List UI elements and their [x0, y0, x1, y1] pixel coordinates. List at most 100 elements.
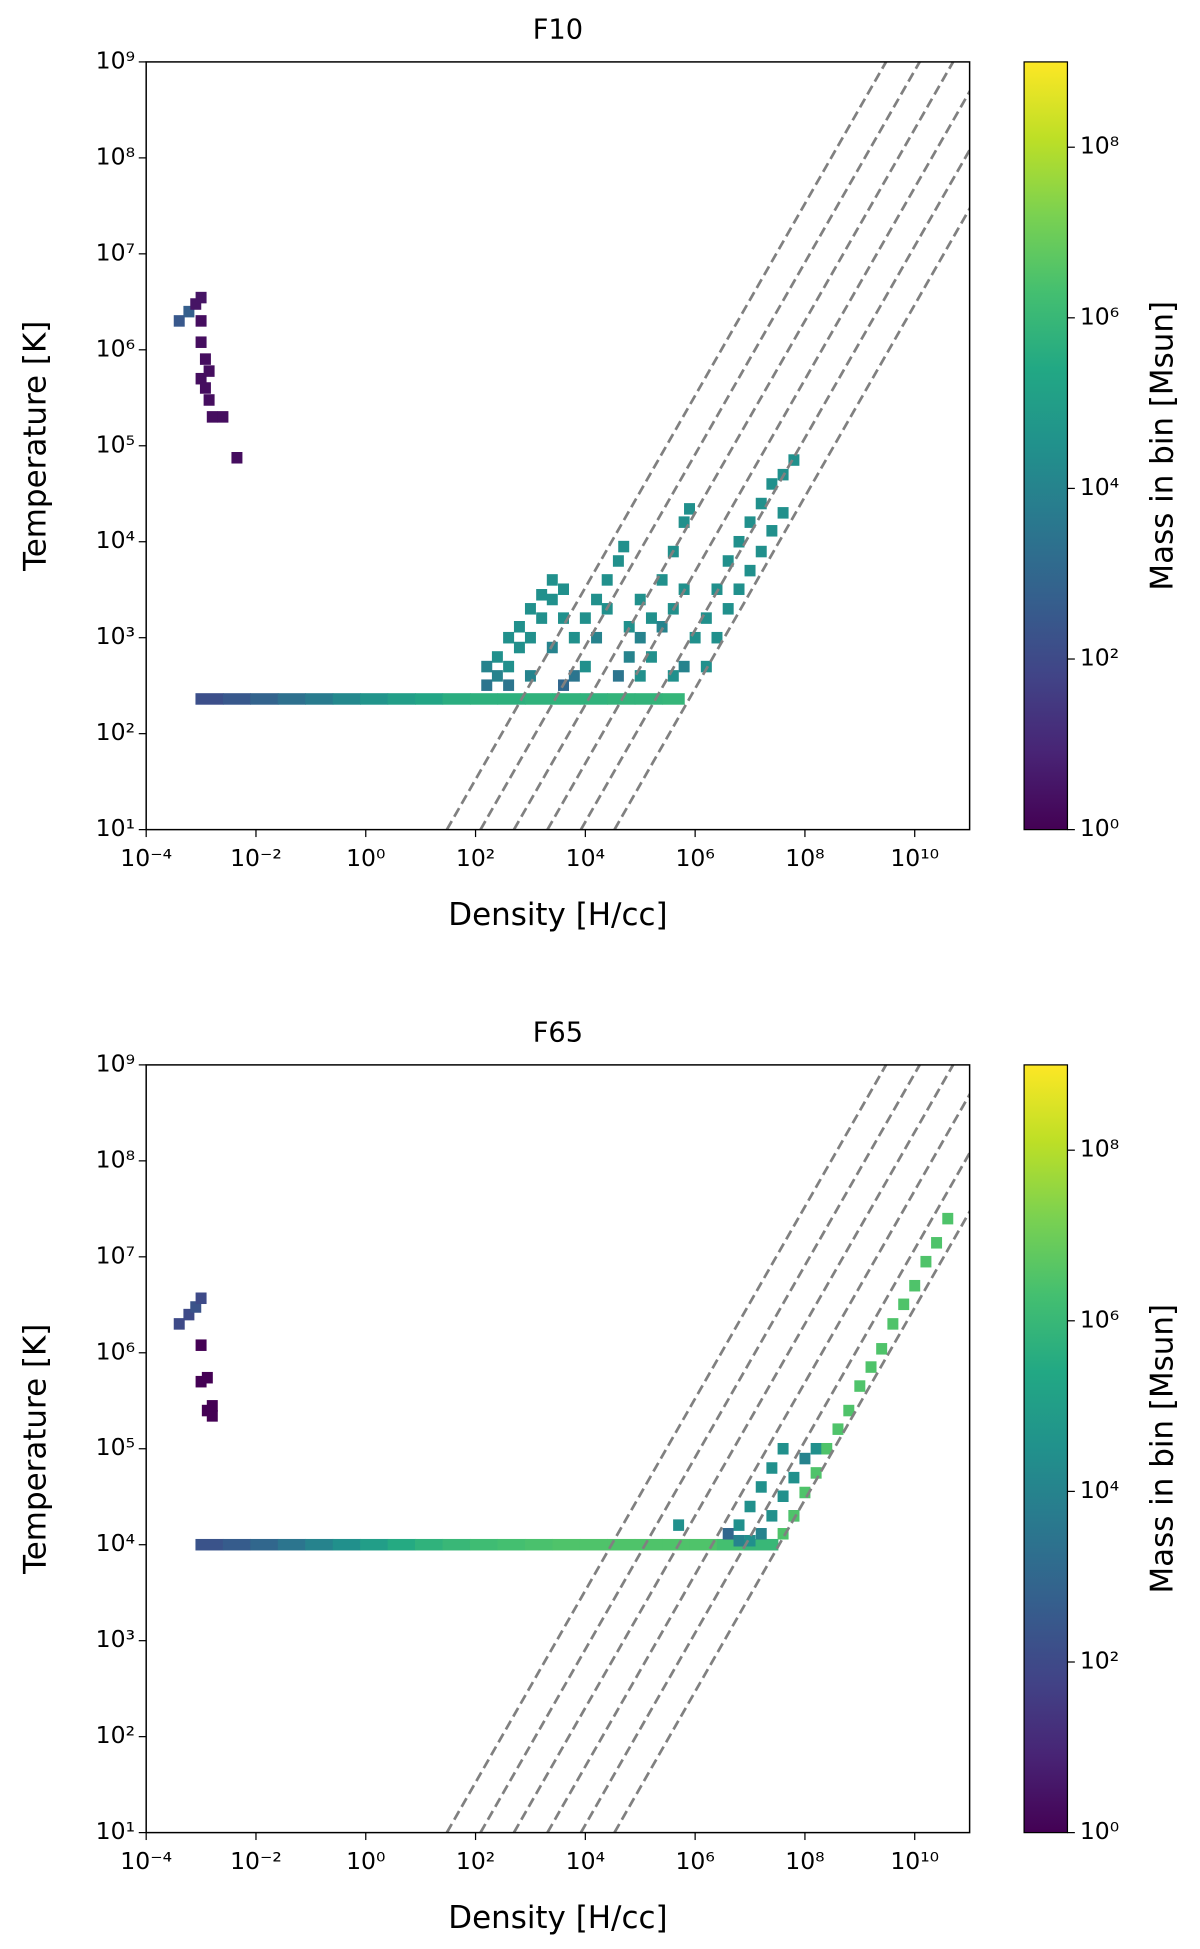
hist-cell [744, 516, 756, 528]
hist-cell [201, 1371, 213, 1384]
hist-cell [810, 1467, 822, 1479]
hist-cell [744, 1500, 756, 1513]
colorbar [1023, 61, 1069, 831]
hist-cell [524, 670, 536, 682]
hist-cell [195, 1292, 207, 1305]
reference-line [479, 1064, 921, 1833]
hist-cell [173, 315, 185, 327]
y-tick-label: 10¹ [96, 814, 135, 842]
hist-cell [195, 372, 207, 385]
hist-cell [558, 612, 569, 624]
ridge-cell [552, 693, 581, 705]
hist-cell [195, 291, 207, 304]
hist-cell [766, 1462, 778, 1474]
hist-cell [667, 670, 679, 682]
ridge-cell [360, 1538, 389, 1551]
colorbar-label: Mass in bin [Msun] [1145, 1304, 1181, 1594]
ridge-cell [442, 1538, 471, 1551]
plot-frame [145, 1064, 971, 1834]
hist-cell [568, 670, 580, 682]
x-tick-label: 10¹⁰ [890, 1847, 939, 1875]
hist-cell [733, 1534, 745, 1547]
reference-line [479, 61, 921, 830]
hist-cell [195, 336, 207, 348]
y-tick-label: 10² [96, 1721, 135, 1749]
hist-cell [898, 1298, 910, 1311]
x-tick-label: 10⁴ [566, 844, 605, 872]
colorbar-tick-label: 10⁶ [1080, 302, 1119, 330]
hist-cell [195, 1375, 207, 1388]
hist-cell [524, 603, 536, 615]
hist-cell [199, 382, 211, 394]
y-tick-label: 10⁹ [96, 46, 135, 74]
hist-cell [755, 1528, 767, 1540]
ridge-cell [689, 1538, 718, 1551]
hist-cell [195, 1339, 207, 1351]
hist-cell [513, 641, 525, 654]
ridge-cell [524, 693, 554, 705]
ridge-cell [387, 1538, 416, 1551]
hist-cell [656, 574, 668, 586]
hist-cell [203, 394, 215, 406]
ridge-cell [744, 1538, 779, 1551]
hist-cell [623, 621, 635, 633]
hist-cell [503, 631, 515, 644]
hist-cell [601, 574, 613, 586]
hist-cell [920, 1255, 932, 1268]
hist-cell [722, 603, 734, 615]
hist-cell [799, 1452, 811, 1465]
ridge-cell [607, 1538, 636, 1551]
hist-cell [854, 1380, 866, 1392]
hist-cell [183, 305, 195, 318]
hist-cell [766, 525, 778, 537]
hist-cell [684, 503, 696, 515]
hist-cell [777, 507, 789, 519]
y-tick-label: 10⁴ [96, 526, 135, 554]
ridge-cell [305, 693, 334, 705]
ridge-cell [497, 1538, 526, 1551]
x-tick-label: 10⁻² [230, 1847, 282, 1875]
hist-cell [634, 670, 646, 682]
y-tick-label: 10⁵ [96, 1433, 135, 1461]
ridge-cell [360, 693, 389, 705]
x-tick-label: 10⁻⁴ [120, 1847, 172, 1875]
hist-cell [931, 1237, 943, 1249]
ridge-cell [195, 693, 224, 705]
hist-cell [513, 621, 525, 633]
ridge-cell [415, 1538, 444, 1551]
ridge-cell [497, 693, 526, 705]
hist-cell [546, 574, 558, 586]
x-tick-label: 10⁸ [785, 844, 824, 872]
hist-cell [634, 593, 646, 606]
y-tick-label: 10⁸ [96, 1145, 135, 1173]
hist-cell [645, 612, 657, 624]
hist-cell [203, 365, 215, 377]
y-tick-label: 10⁶ [96, 334, 135, 362]
hist-cell [777, 1490, 789, 1502]
hist-cell [199, 353, 211, 365]
hist-cell [217, 411, 229, 423]
reference-line [579, 1150, 970, 1833]
colorbar-tick-label: 10⁶ [1080, 1305, 1119, 1333]
y-tick-label: 10⁹ [96, 1049, 135, 1077]
hist-cell [909, 1279, 921, 1292]
hist-cell [183, 1308, 195, 1321]
hist-cell [799, 1486, 811, 1499]
plot-frame [145, 61, 971, 831]
ridge-cell [415, 693, 444, 705]
hist-cell [766, 478, 778, 490]
hist-cell [755, 545, 767, 558]
colorbar-label: Mass in bin [Msun] [1145, 301, 1181, 591]
hist-cell [536, 612, 548, 624]
ridge-cell [305, 1538, 334, 1551]
ridge-cell [469, 693, 499, 705]
y-axis-label: Temperature [K] [18, 321, 54, 572]
hist-cell [876, 1343, 888, 1355]
y-tick-label: 10⁶ [96, 1337, 135, 1365]
colorbar-tick-label: 10² [1080, 644, 1119, 672]
colorbar-tick-label: 10⁸ [1080, 1135, 1119, 1163]
hist-cell [618, 540, 630, 553]
colorbar-tick-label: 10⁴ [1080, 1476, 1119, 1504]
x-tick-label: 10⁻² [230, 844, 282, 872]
